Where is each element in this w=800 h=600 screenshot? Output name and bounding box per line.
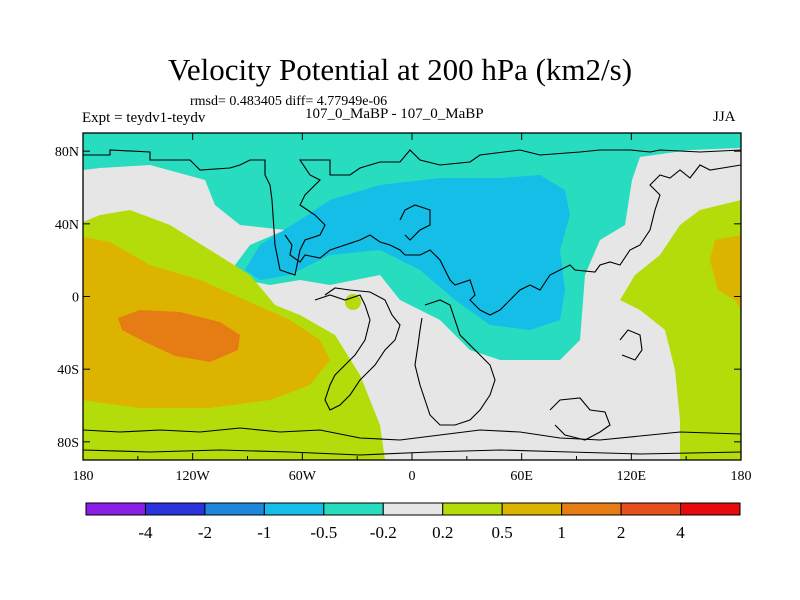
colorbar-swatch <box>323 502 384 516</box>
colorbar-level-label: 0.5 <box>492 523 513 542</box>
contour-east-green <box>620 200 741 460</box>
colorbar-level-label: 4 <box>676 523 685 542</box>
colorbar-level-label: -2 <box>198 523 212 542</box>
colorbar-swatch <box>263 502 325 516</box>
contour-fields <box>83 133 741 460</box>
y-tick-label: 40S <box>57 363 79 378</box>
colorbar-swatch <box>204 502 265 516</box>
x-tick-label: 180 <box>731 469 752 484</box>
colorbar-swatch <box>442 502 503 516</box>
x-tick-label: 120E <box>617 469 647 484</box>
x-tick-label: 120W <box>176 469 211 484</box>
colorbar-level-label: -4 <box>138 523 153 542</box>
colorbar-swatch <box>144 502 206 516</box>
x-tick-label: 0 <box>409 469 416 484</box>
y-tick-label: 40N <box>55 218 79 233</box>
x-tick-label: 60W <box>289 469 317 484</box>
colorbar-swatch <box>501 502 563 516</box>
case-label: 107_0_MaBP - 107_0_MaBP <box>305 106 484 122</box>
colorbar-level-label: -0.2 <box>370 523 397 542</box>
colorbar-level-label: -1 <box>257 523 271 542</box>
y-axis-ticks: 80N 40N 0 40S 80S <box>55 145 741 451</box>
chart-title: Velocity Potential at 200 hPa (km2/s) <box>167 52 633 87</box>
y-tick-label: 80S <box>57 436 79 451</box>
contour-east-orange <box>710 235 741 310</box>
colorbar-swatch <box>85 502 146 516</box>
colorbar-swatch <box>620 502 682 516</box>
contour-central-blue <box>245 175 570 330</box>
experiment-label: Expt = teydv1-teydv <box>82 110 206 126</box>
y-tick-label: 80N <box>55 145 79 160</box>
stats-label: rmsd= 0.483405 diff= 4.77949e-06 <box>190 94 388 109</box>
season-label: JJA <box>713 109 736 125</box>
colorbar-level-label: -0.5 <box>310 523 337 542</box>
colorbar-level-label: 2 <box>617 523 626 542</box>
colorbar: -4 -2 -1 -0.5 -0.2 0.2 0.5 1 2 4 <box>85 502 741 542</box>
x-tick-label: 60E <box>510 469 533 484</box>
y-tick-label: 0 <box>72 291 79 306</box>
colorbar-level-label: 0.2 <box>432 523 453 542</box>
x-axis-ticks: 180 120W 60W 0 60E 120E 180 <box>73 133 752 484</box>
contour-west-darkorange <box>118 310 240 362</box>
colorbar-swatch <box>680 502 741 516</box>
colorbar-swatch <box>561 502 622 516</box>
x-tick-label: 180 <box>73 469 94 484</box>
colorbar-swatch <box>382 502 444 516</box>
colorbar-level-label: 1 <box>557 523 566 542</box>
coastlines <box>83 149 741 456</box>
contour-small-green-blob <box>345 294 361 310</box>
